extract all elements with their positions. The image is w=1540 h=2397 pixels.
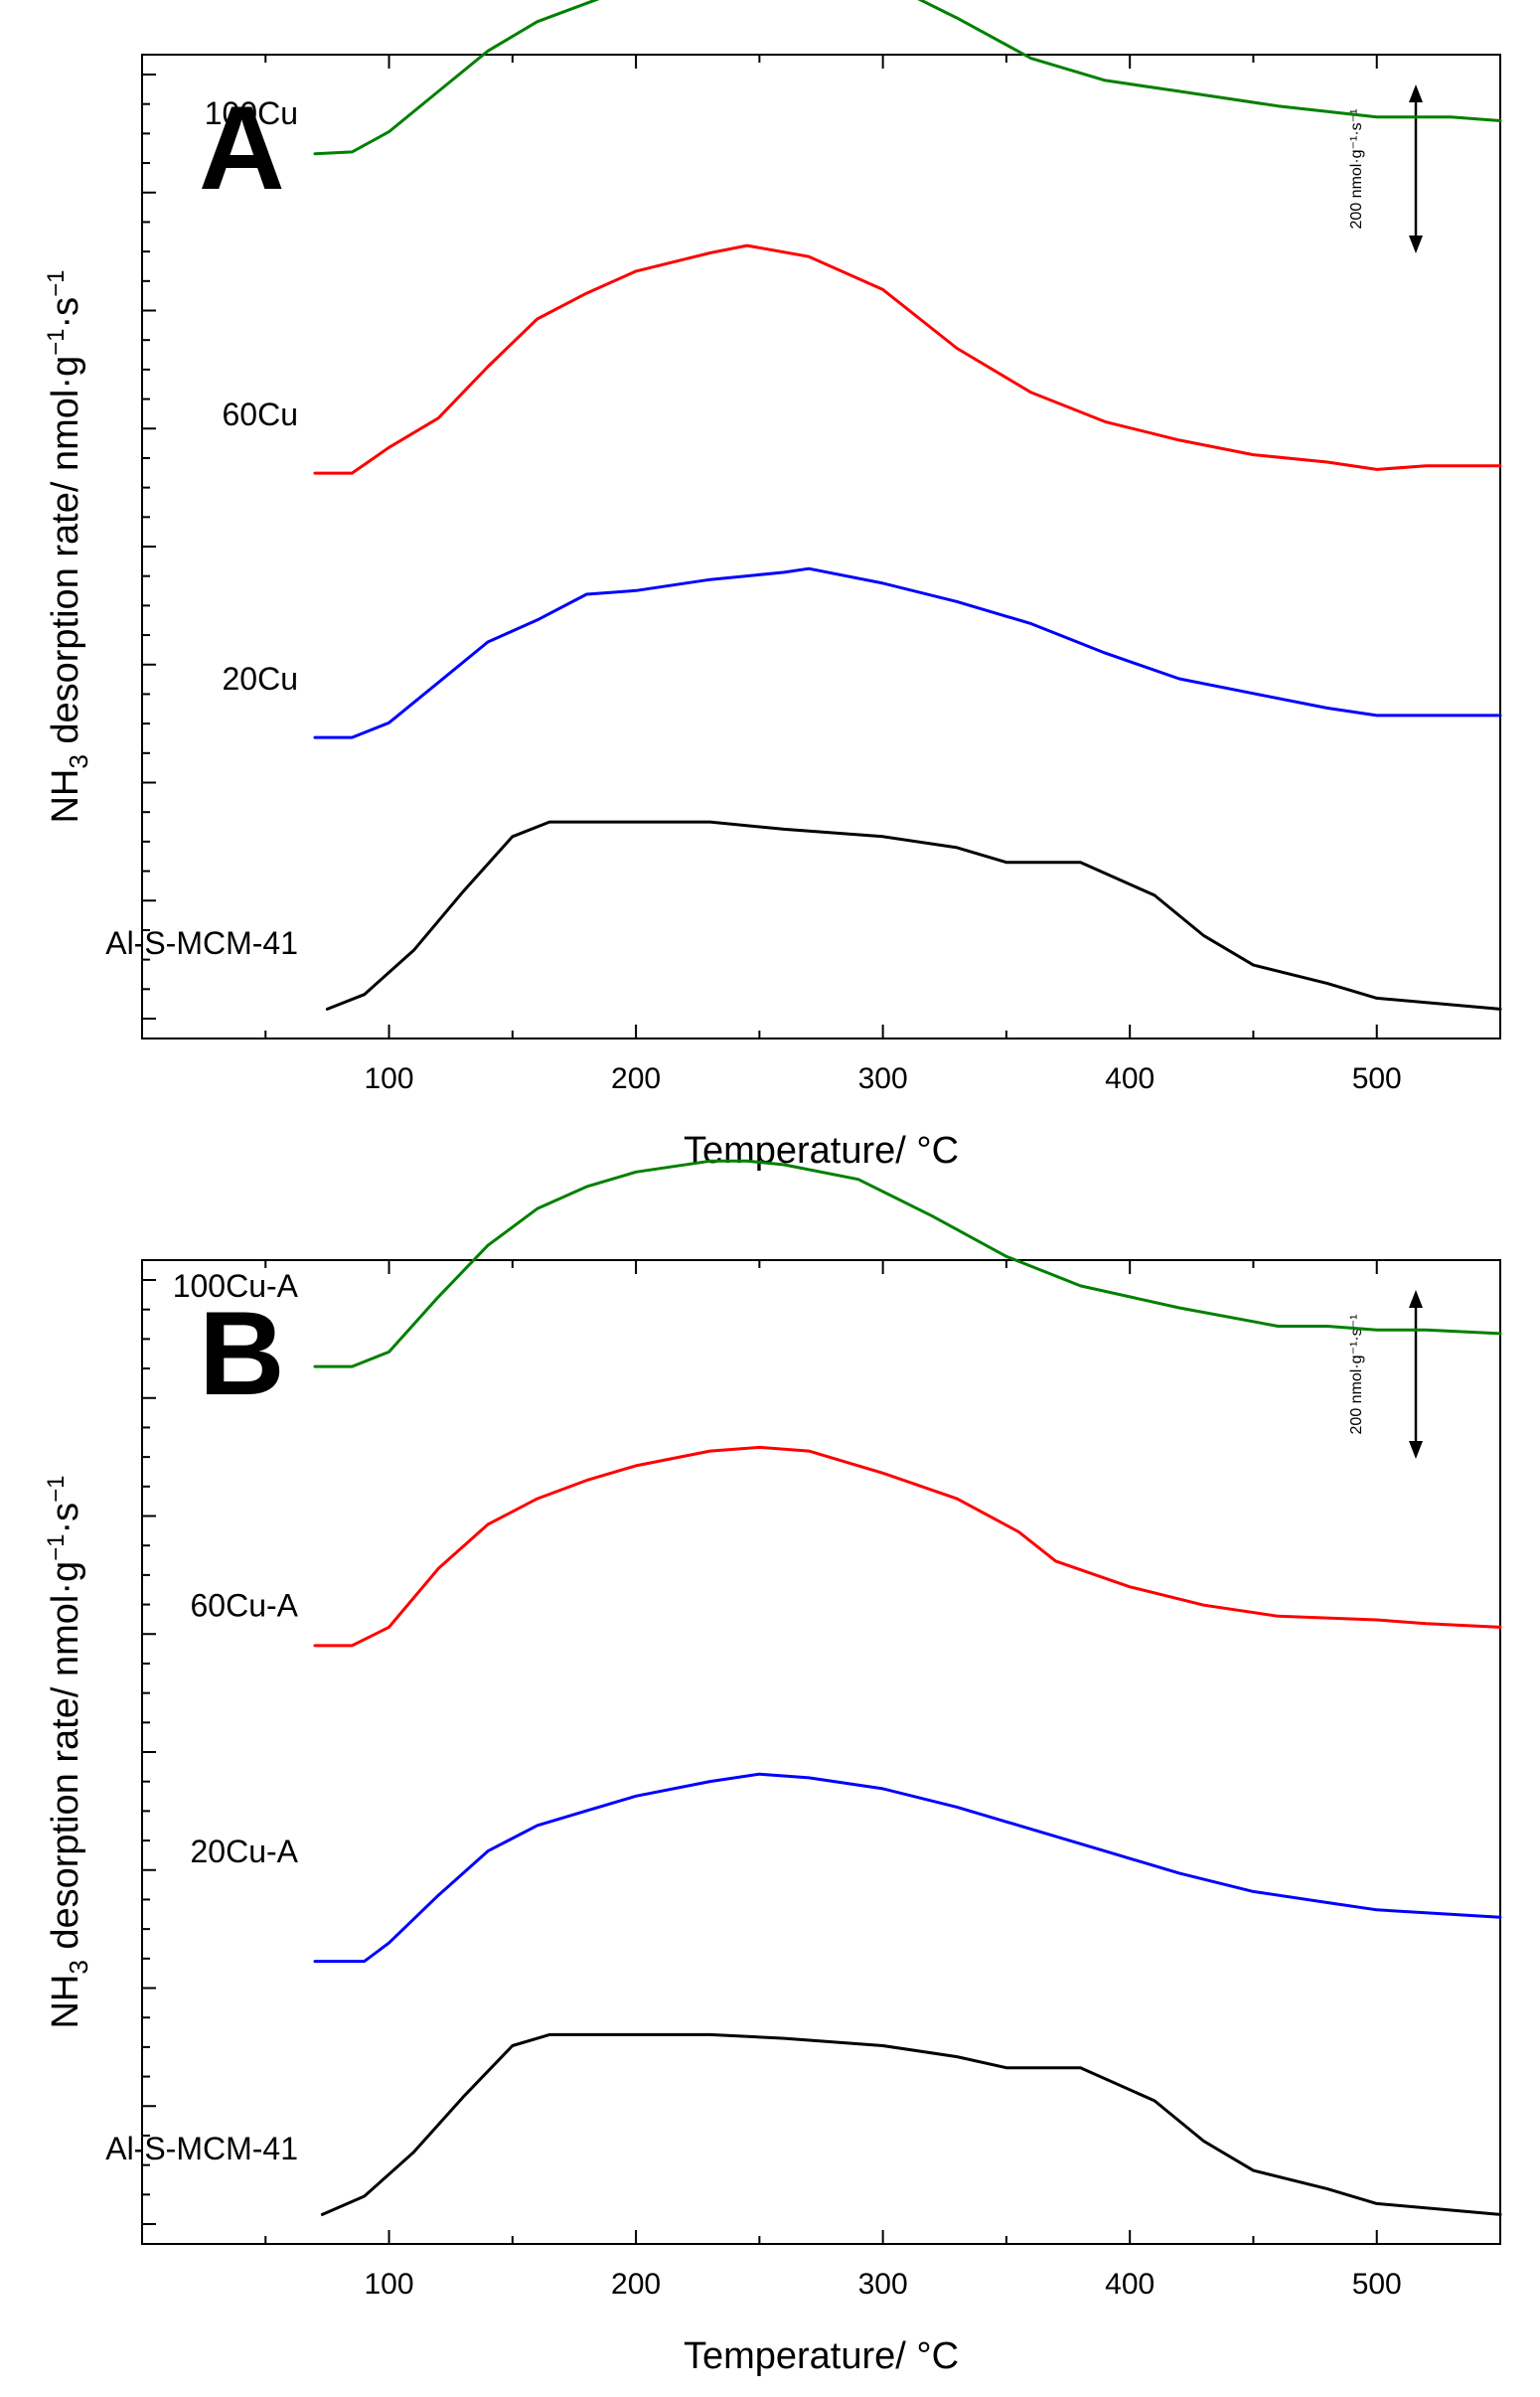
series-line-100cu-a bbox=[313, 1159, 1502, 1368]
series-label-20cu-a: 20Cu-A bbox=[191, 1834, 299, 1869]
y-axis-title-sub: 3 bbox=[64, 754, 93, 768]
panel-a: 100 200 300 400 500 Temperature/ °C NH3 desorp… bbox=[43, 0, 1502, 1172]
scale-bar-label: 200 nmol·g⁻¹·s⁻¹ bbox=[1348, 109, 1365, 230]
panel-letter: A bbox=[199, 81, 285, 215]
plot-frame bbox=[141, 1259, 1501, 2245]
y-axis-title-sup1: −1 bbox=[43, 328, 70, 355]
series-line-20cu bbox=[313, 566, 1502, 739]
series-line-al-s-mcm-41 bbox=[320, 2032, 1502, 2216]
series-line-20cu-a bbox=[313, 1772, 1502, 1964]
y-axis-title-sup2: −1 bbox=[43, 269, 70, 296]
series-line-60cu-a bbox=[313, 1445, 1502, 1648]
y-axis-title-rest: desorption rate/ nmol·g bbox=[45, 1561, 86, 1960]
x-tick-label: 300 bbox=[858, 1062, 908, 1095]
y-axis-title-mid: ·s bbox=[45, 297, 86, 329]
series-line-al-s-mcm-41 bbox=[325, 820, 1502, 1011]
scale-bar-arrow-down bbox=[1409, 236, 1423, 253]
plot-frame bbox=[141, 54, 1501, 1039]
series-line-60cu bbox=[313, 243, 1502, 475]
x-tick-label: 400 bbox=[1105, 1062, 1155, 1095]
x-axis-title: Temperature/ °C bbox=[684, 2335, 959, 2377]
y-axis-title: NH3 desorption rate/ nmol·g−1·s−1 bbox=[43, 1475, 93, 2028]
series-label-60cu-a: 60Cu-A bbox=[191, 1587, 299, 1623]
series-line-100cu bbox=[313, 0, 1502, 156]
x-tick-label: 200 bbox=[611, 2268, 661, 2301]
x-tick-label: 500 bbox=[1352, 2268, 1402, 2301]
scale-bar-arrow-up bbox=[1409, 84, 1423, 102]
series-label-60cu: 60Cu bbox=[223, 397, 299, 432]
panel-b: 100 200 300 400 500 Temperature/ °C NH3 desorp… bbox=[43, 1159, 1502, 2377]
x-tick-label: 400 bbox=[1105, 2268, 1155, 2301]
series-label-20cu: 20Cu bbox=[223, 661, 299, 697]
y-axis-title-sup1: −1 bbox=[43, 1533, 70, 1560]
panel-letter: B bbox=[199, 1287, 285, 1420]
scale-bar-arrow-down bbox=[1409, 1441, 1423, 1459]
y-axis-title: NH3 desorption rate/ nmol·g−1·s−1 bbox=[43, 269, 93, 823]
x-tick-label: 100 bbox=[365, 2268, 414, 2301]
x-axis-title: Temperature/ °C bbox=[684, 1130, 959, 1172]
scale-bar-label: 200 nmol·g⁻¹·s⁻¹ bbox=[1348, 1315, 1365, 1435]
series-label-al-s-mcm-41: Al-S-MCM-41 bbox=[105, 2131, 298, 2166]
x-tick-label: 100 bbox=[365, 1062, 414, 1095]
x-tick-label: 300 bbox=[858, 2268, 908, 2301]
y-axis-title-sub: 3 bbox=[64, 1960, 93, 1974]
series-label-100cu-a: 100Cu-A bbox=[173, 1268, 299, 1304]
scale-bar-arrow-up bbox=[1409, 1290, 1423, 1308]
series-label-100cu: 100Cu bbox=[205, 95, 298, 131]
y-axis-title-main: NH bbox=[45, 1975, 86, 2029]
y-axis-title-main: NH bbox=[45, 769, 86, 824]
series-label-al-s-mcm-41: Al-S-MCM-41 bbox=[105, 925, 298, 961]
y-axis-title-mid: ·s bbox=[45, 1503, 86, 1534]
y-axis-title-sup2: −1 bbox=[43, 1475, 70, 1502]
x-tick-label: 500 bbox=[1352, 1062, 1402, 1095]
y-axis-title-rest: desorption rate/ nmol·g bbox=[45, 356, 86, 754]
x-tick-label: 200 bbox=[611, 1062, 661, 1095]
